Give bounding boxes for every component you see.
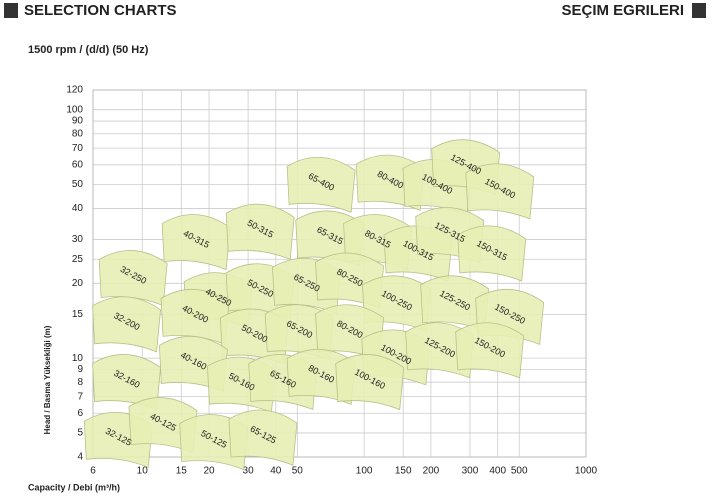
regions — [83, 139, 545, 471]
y-tick-label: 70 — [72, 143, 84, 154]
x-tick-label: 400 — [489, 466, 506, 477]
region — [465, 163, 535, 220]
x-tick-label: 1000 — [575, 466, 598, 477]
region — [92, 354, 161, 411]
region — [98, 250, 168, 307]
subtitle: 1500 rpm / (d/d) (50 Hz) — [28, 44, 149, 56]
y-tick-label: 60 — [72, 159, 84, 170]
y-tick-label: 20 — [72, 278, 84, 289]
y-tick-label: 90 — [72, 116, 84, 127]
y-tick-label: 7 — [77, 391, 83, 402]
x-tick-label: 20 — [203, 466, 215, 477]
region — [455, 322, 525, 379]
region — [335, 354, 405, 411]
y-tick-label: 120 — [66, 85, 83, 96]
x-tick-label: 50 — [292, 466, 304, 477]
y-tick-label: 25 — [72, 254, 84, 265]
icon — [4, 3, 18, 18]
x-tick-label: 150 — [395, 466, 412, 477]
header-left: SELECTION CHARTS — [24, 2, 177, 19]
y-tick-label: 4 — [77, 452, 83, 463]
region — [92, 296, 161, 353]
y-tick-label: 8 — [77, 377, 83, 388]
y-tick-label: 50 — [72, 179, 84, 190]
y-tick-label: 10 — [72, 353, 84, 364]
region — [457, 225, 527, 282]
region — [225, 203, 295, 260]
region — [286, 156, 356, 213]
x-tick-label: 15 — [176, 466, 188, 477]
x-tick-label: 300 — [462, 466, 479, 477]
x-tick-label: 40 — [270, 466, 282, 477]
x-tick-label: 30 — [243, 466, 255, 477]
x-tick-label: 10 — [137, 466, 149, 477]
plot-frame — [92, 89, 587, 458]
y-tick-label: 15 — [72, 309, 84, 320]
y-tick-label: 80 — [72, 128, 84, 139]
y-tick-label: 9 — [77, 364, 83, 375]
x-tick-label: 500 — [511, 466, 528, 477]
y-tick-label: 100 — [66, 104, 83, 115]
x-tick-label: 200 — [423, 466, 440, 477]
y-axis-label: Head / Basma Yüksekliği (m) — [43, 325, 52, 434]
y-tick-label: 30 — [72, 234, 84, 245]
icon — [692, 3, 706, 18]
x-tick-label: 100 — [356, 466, 373, 477]
x-tick-label: 6 — [90, 466, 96, 477]
y-tick-label: 6 — [77, 408, 83, 419]
y-tick-label: 5 — [77, 428, 83, 439]
header-right: SEÇIM EGRILERI — [561, 2, 684, 19]
region — [228, 409, 298, 466]
y-tick-label: 40 — [72, 203, 84, 214]
x-axis-label: Capacity / Debi (m³/h) — [28, 482, 120, 492]
